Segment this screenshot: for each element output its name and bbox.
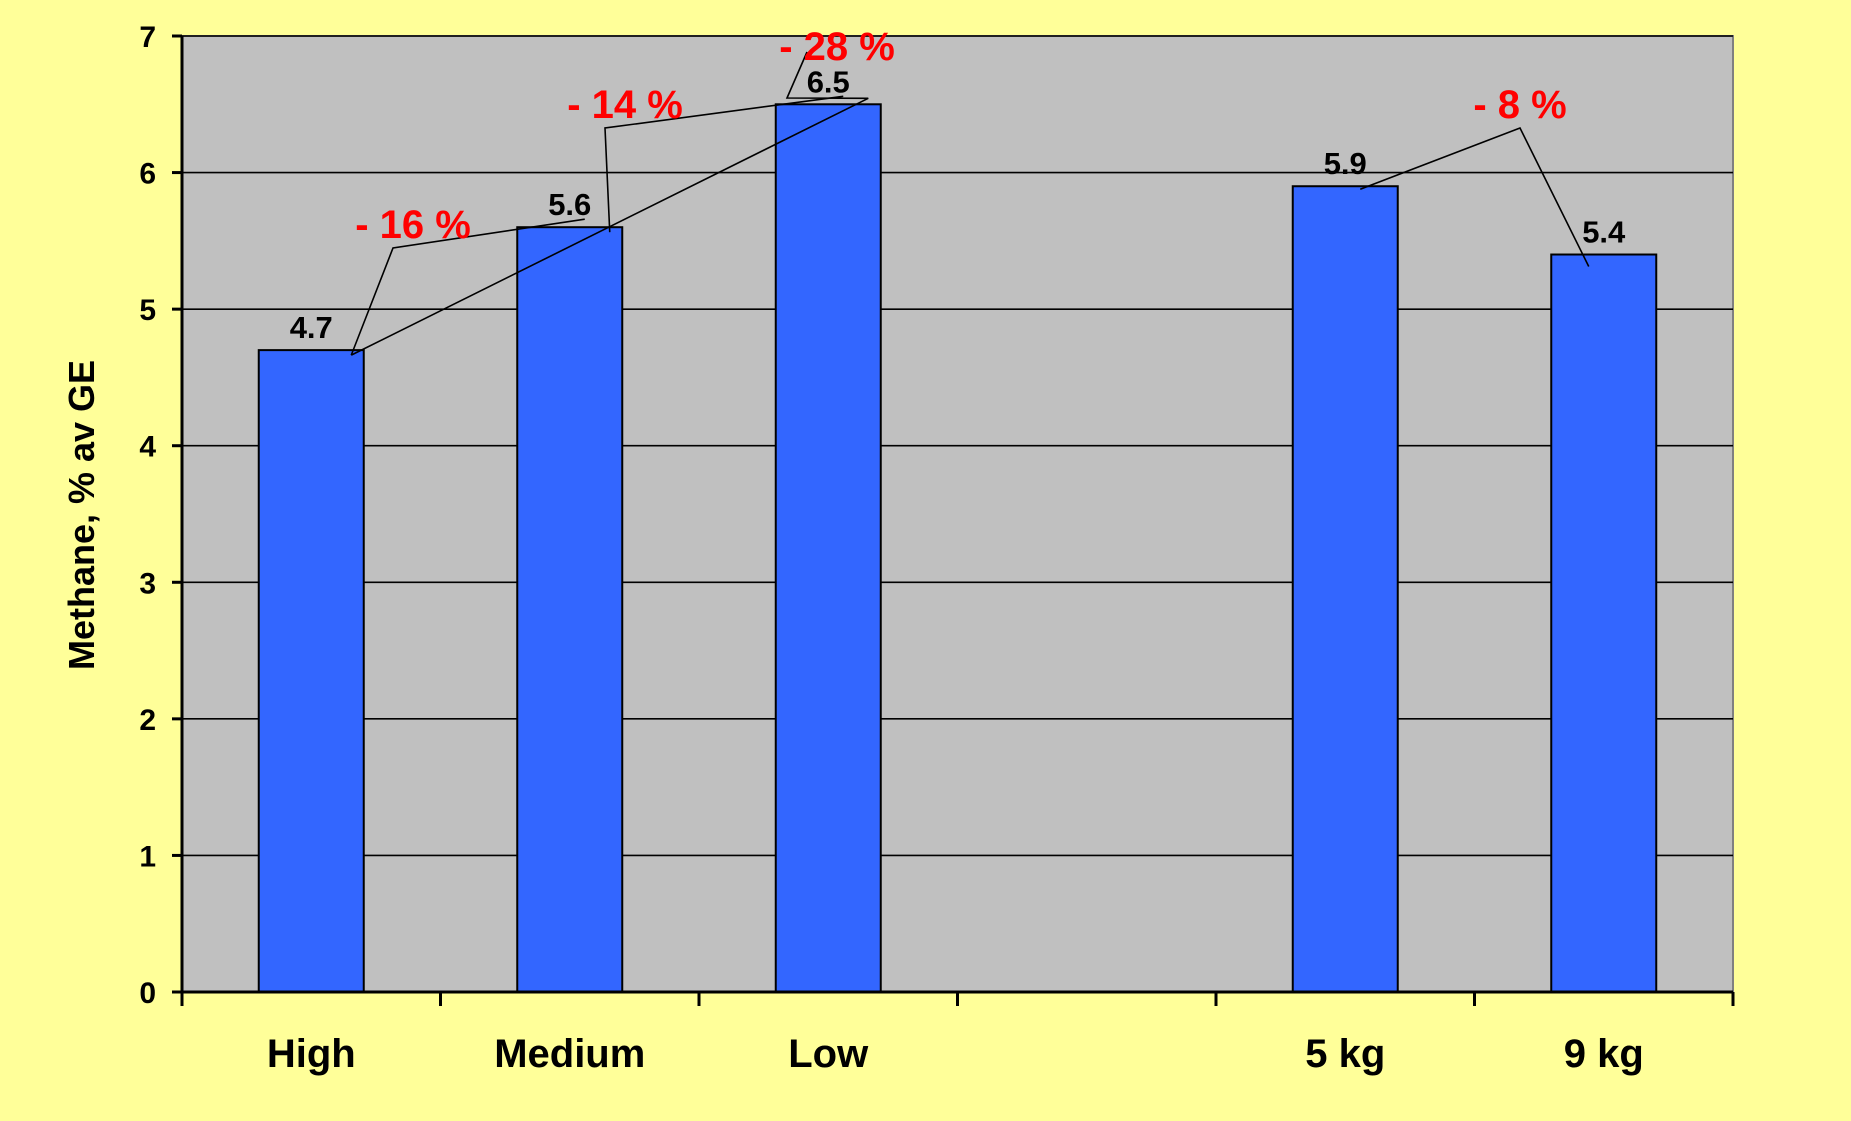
bar [1291, 185, 1399, 993]
category-label: Low [788, 1032, 869, 1076]
labels: 0 1 2 3 4 5 6 7 4.7 High 5.6 Medium 6.5 Low 5.9 5 kg 5.4… [139, 21, 1643, 1076]
category-label: Medium [494, 1032, 645, 1076]
y-tick-label: 6 [139, 158, 156, 191]
bars [257, 103, 1658, 994]
annotation-leaders [350, 51, 1590, 356]
y-tick-label: 4 [139, 431, 156, 464]
bar [516, 226, 624, 993]
y-tick-label: 3 [139, 567, 156, 600]
annotation-leader [350, 218, 585, 356]
plot-area [181, 35, 1734, 993]
annotation-leader [1359, 126, 1590, 267]
data-label: 5.6 [548, 187, 591, 222]
axes [172, 34, 1735, 1006]
y-tick-label: 7 [139, 21, 156, 54]
bar [1550, 253, 1658, 993]
percent-change-label: - 28 % [779, 25, 895, 69]
percent-change-label: - 8 % [1473, 83, 1566, 127]
y-tick-label: 5 [139, 294, 156, 327]
category-label: High [267, 1032, 356, 1076]
bar [774, 103, 882, 994]
annotation-leader [350, 51, 869, 356]
annotation-leader [604, 95, 844, 233]
category-label: 9 kg [1564, 1032, 1644, 1076]
bar [257, 349, 365, 994]
y-tick-label: 0 [139, 977, 156, 1010]
y-tick-label: 1 [139, 840, 156, 873]
percent-change-label: - 16 % [355, 203, 471, 247]
category-label: 5 kg [1305, 1032, 1385, 1076]
gridlines [182, 35, 1733, 857]
data-label: 4.7 [290, 310, 333, 345]
y-axis-title: Methane, % av GE [61, 360, 102, 670]
data-label: 5.9 [1324, 146, 1367, 181]
data-label: 5.4 [1582, 215, 1626, 250]
percent-change-label: - 14 % [567, 83, 683, 127]
y-tick-label: 2 [139, 704, 156, 737]
data-label: 6.5 [807, 64, 850, 99]
